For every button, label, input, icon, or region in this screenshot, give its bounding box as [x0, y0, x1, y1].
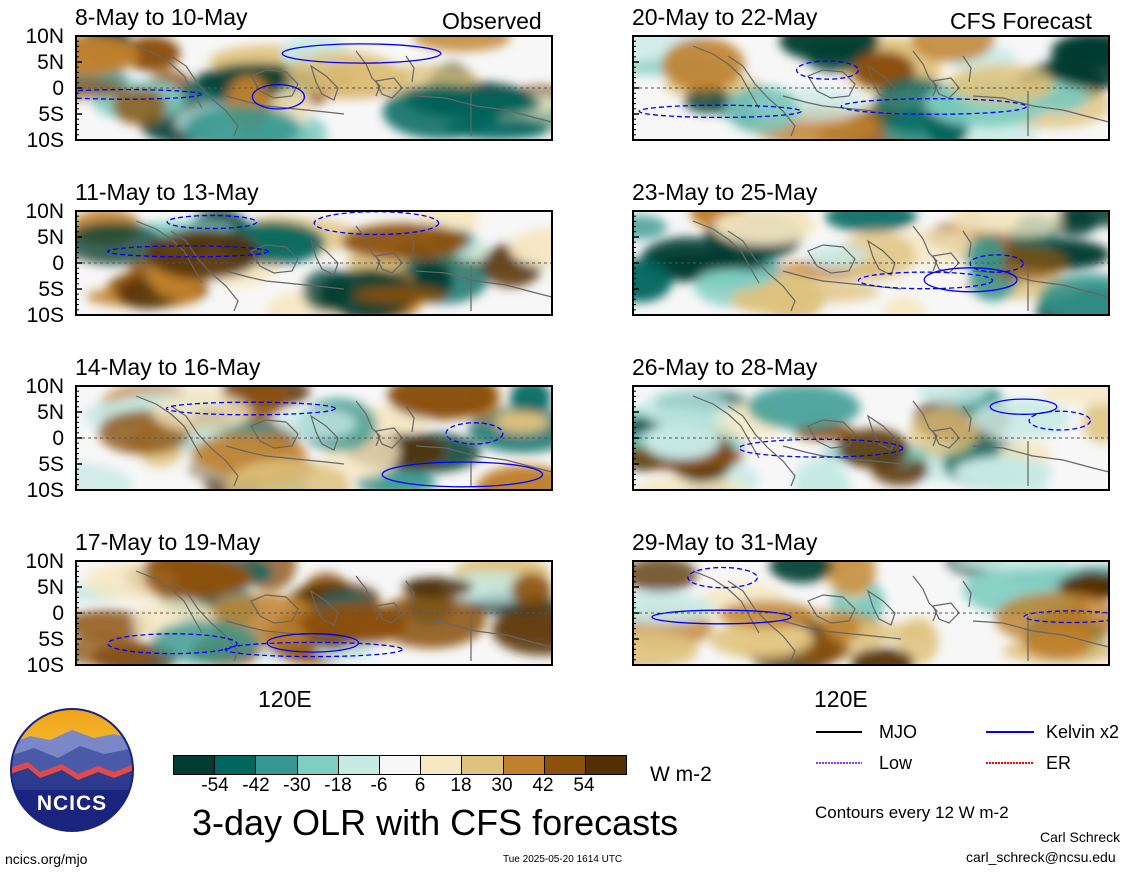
lat-tick-label: 0: [52, 602, 64, 625]
lat-tick-label: 0: [52, 427, 64, 450]
lat-tick-label: 5N: [37, 401, 64, 424]
panel-title: 17-May to 19-May: [75, 529, 261, 555]
colorbar-swatch: [174, 756, 216, 774]
colorbar-swatch: [297, 756, 339, 774]
lat-tick-label: 10S: [26, 654, 64, 677]
colorbar-swatch: [215, 756, 257, 774]
panel-title: 26-May to 28-May: [632, 354, 818, 380]
figure-title: 3-day OLR with CFS forecasts: [192, 802, 679, 843]
colorbar-label: -18: [324, 775, 352, 796]
lat-tick-label: 5S: [38, 103, 64, 126]
ncics-logo-icon: [10, 708, 134, 832]
logo-text: NCICS: [36, 792, 108, 815]
colorbar-swatch: [379, 756, 422, 774]
colorbar-swatch: [503, 756, 545, 774]
colorbar-label: -30: [283, 775, 311, 796]
colorbar-label: 42: [532, 775, 554, 796]
map-panel: [632, 385, 1110, 491]
lat-tick-label: 10N: [25, 200, 64, 223]
lat-tick-label: 0: [52, 252, 64, 275]
observed-label: Observed: [442, 8, 542, 34]
lat-tick-label: 0: [52, 77, 64, 100]
map-panel: [75, 210, 553, 316]
timestamp: Tue 2025-05-20 1614 UTC: [503, 854, 623, 865]
map-panel: [632, 560, 1110, 666]
ncics-logo: NCICS: [10, 708, 134, 832]
panel-title: 11-May to 13-May: [75, 179, 259, 205]
colorbar-label: -42: [242, 775, 270, 796]
map-panel: [75, 385, 553, 491]
lat-tick-label: 5S: [38, 453, 64, 476]
legend-label-low: Low: [879, 753, 913, 773]
lat-tick-label: 10S: [26, 479, 64, 502]
map-panel: [75, 560, 553, 666]
colorbar-swatch: [462, 756, 504, 774]
colorbar-swatch: [256, 756, 298, 774]
colorbar-label: -54: [201, 775, 229, 796]
author: Carl Schreck: [1040, 829, 1121, 845]
lat-tick-label: 10N: [25, 550, 64, 573]
lat-tick-label: 10S: [26, 304, 64, 327]
lat-tick-label: 5S: [38, 628, 64, 651]
legend-label-mjo: MJO: [879, 722, 917, 742]
map-panel: [632, 210, 1110, 316]
lon-tick-label: 120E: [814, 686, 868, 712]
legend-swatches-left: [816, 731, 862, 764]
colorbar-label: 6: [414, 775, 426, 796]
site-url: ncics.org/mjo: [5, 851, 88, 867]
colorbar-swatch: [544, 756, 586, 774]
colorbar-swatch: [338, 756, 380, 774]
colorbar-swatch: [421, 756, 463, 774]
map-panel: [632, 35, 1110, 141]
lat-tick-label: 10N: [25, 25, 64, 48]
panel-title: 29-May to 31-May: [632, 529, 818, 555]
lat-tick-label: 10N: [25, 375, 64, 398]
colorbar-units: W m-2: [650, 763, 712, 786]
panel-title: 14-May to 16-May: [75, 354, 261, 380]
lat-tick-label: 10S: [26, 129, 64, 152]
colorbar-label: 54: [573, 775, 595, 796]
colorbar: [173, 755, 627, 775]
contour-note: Contours every 12 W m-2: [815, 803, 1009, 822]
lat-tick-label: 5S: [38, 278, 64, 301]
forecast-label: CFS Forecast: [950, 8, 1092, 34]
panel-title: 23-May to 25-May: [632, 179, 818, 205]
legend-swatches-right: [986, 731, 1034, 764]
lon-tick-label: 120E: [258, 686, 312, 712]
panel-title: 8-May to 10-May: [75, 4, 248, 30]
colorbar-label: 30: [491, 775, 513, 796]
panel-title: 20-May to 22-May: [632, 4, 818, 30]
colorbar-swatch: [585, 756, 627, 774]
colorbar-label: 18: [450, 775, 472, 796]
lat-tick-label: 5N: [37, 576, 64, 599]
lat-tick-label: 5N: [37, 51, 64, 74]
author-email: carl_schreck@ncsu.edu: [966, 849, 1116, 865]
colorbar-label: -6: [370, 775, 388, 796]
legend-label-kelvin: Kelvin x2: [1046, 722, 1120, 742]
map-panel: [75, 35, 553, 141]
legend-label-er: ER: [1046, 753, 1072, 773]
lat-tick-label: 5N: [37, 226, 64, 249]
